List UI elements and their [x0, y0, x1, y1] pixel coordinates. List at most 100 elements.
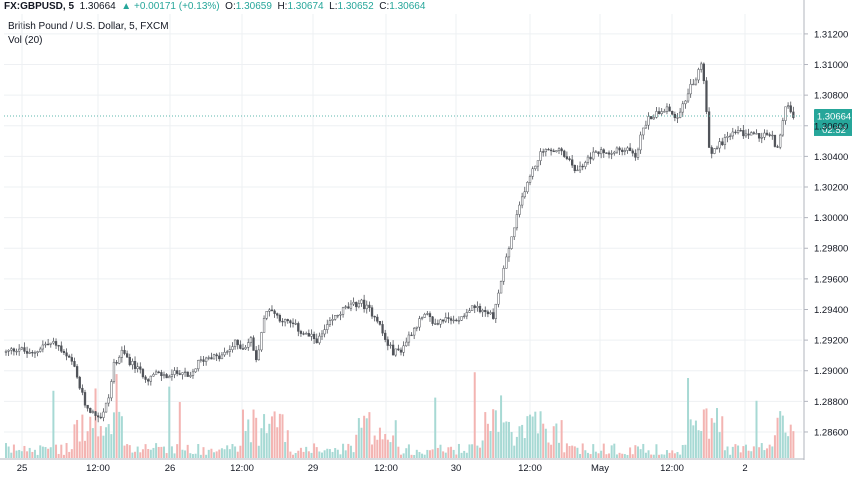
- candle-body: [236, 339, 239, 346]
- volume-bar: [197, 444, 200, 458]
- volume-bar: [384, 434, 387, 458]
- candle-body: [233, 339, 237, 347]
- candle-body: [391, 344, 395, 356]
- candle-body: [112, 361, 116, 382]
- candle-body: [389, 344, 392, 347]
- volume-bar: [679, 454, 682, 458]
- y-tick-label: 1.30600: [814, 121, 848, 132]
- volume-bar: [39, 445, 42, 458]
- candle-body: [444, 317, 447, 322]
- candle-body: [736, 130, 740, 133]
- candle-body: [518, 204, 521, 215]
- countdown-badge: 02:52: [822, 125, 846, 136]
- volume-bar: [515, 436, 518, 458]
- candle-body: [139, 366, 142, 370]
- candle-body: [328, 320, 332, 325]
- volume-bar: [465, 452, 468, 458]
- volume-bar: [62, 454, 65, 458]
- candle-body: [326, 324, 329, 330]
- x-tick-label: 12:00: [660, 463, 684, 474]
- candle-body: [110, 381, 113, 399]
- volume-bar: [642, 443, 645, 458]
- volume-bar: [286, 430, 289, 458]
- candle-body: [673, 113, 677, 119]
- volume-bar: [152, 447, 155, 458]
- volume-bar: [136, 446, 139, 458]
- volume-bar: [191, 454, 194, 458]
- candle-body: [560, 148, 563, 152]
- countdown-badge-bg: [814, 122, 852, 136]
- volume-bar: [215, 451, 218, 458]
- candle-body: [7, 349, 10, 352]
- x-tick-label: 12:00: [86, 463, 110, 474]
- candle-body: [220, 354, 224, 360]
- candle-body: [413, 327, 416, 336]
- symbol-name[interactable]: FX:GBPUSD, 5: [4, 1, 75, 12]
- candle-body: [497, 292, 500, 305]
- candle-body: [655, 111, 658, 118]
- volume-bar: [450, 446, 453, 458]
- volume-bar: [544, 428, 547, 458]
- candle-body: [542, 151, 545, 153]
- candle-body: [779, 134, 782, 148]
- volume-bar: [134, 451, 137, 458]
- candle-body: [576, 169, 579, 172]
- volume-bar: [386, 439, 389, 458]
- candle-body: [228, 349, 231, 352]
- volume-bar: [489, 431, 492, 458]
- candle-body: [439, 319, 442, 325]
- volume-bar: [407, 444, 410, 458]
- volume-bar: [36, 454, 39, 458]
- volume-bar: [713, 422, 716, 458]
- candle-body: [252, 337, 255, 351]
- candle-body: [60, 345, 63, 352]
- volume-bar: [207, 449, 210, 458]
- x-tick-label: 12:00: [518, 463, 542, 474]
- volume-bar: [771, 446, 774, 458]
- volume-bar: [644, 452, 647, 458]
- volume-bar: [763, 450, 766, 458]
- volume-bar: [565, 443, 568, 458]
- volume-bar: [413, 454, 416, 458]
- candle-body: [28, 351, 31, 354]
- candle-body: [176, 370, 179, 374]
- candle-body: [289, 320, 292, 324]
- volume-bar: [328, 449, 331, 458]
- candle-body: [4, 351, 8, 353]
- x-tick-label: 26: [165, 463, 176, 474]
- candle-body: [742, 130, 745, 137]
- last-price-line: 1.30664 02:52: [4, 108, 852, 136]
- volume-bar: [568, 446, 571, 458]
- candle-body: [665, 106, 669, 112]
- chart-title: British Pound / U.S. Dollar, 5, FXCM: [8, 21, 169, 32]
- volume-bar: [107, 424, 110, 458]
- volume-bar: [558, 442, 560, 458]
- candle-body: [773, 134, 777, 147]
- volume-bar: [581, 443, 584, 458]
- volume-bar: [637, 446, 639, 458]
- volume-indicator-label[interactable]: Vol (20): [8, 35, 43, 46]
- candle-body: [33, 352, 37, 354]
- candle-body: [771, 134, 774, 137]
- candle-body: [281, 320, 284, 323]
- open-value: 1.30659: [235, 1, 272, 12]
- candle-body: [255, 350, 258, 361]
- candle-body: [531, 168, 534, 177]
- volume-bar: [718, 432, 721, 458]
- candle-body: [257, 349, 260, 361]
- candle-body: [339, 314, 342, 316]
- candle-body: [581, 165, 584, 168]
- candle-body: [10, 348, 13, 351]
- candle-body: [784, 106, 787, 121]
- volume-bar: [452, 449, 455, 458]
- candle-body: [97, 415, 100, 418]
- volume-bar: [123, 445, 126, 458]
- candle-body: [104, 402, 108, 413]
- volume-bar: [436, 447, 439, 458]
- volume-bar: [263, 414, 266, 458]
- volume-bar: [400, 454, 402, 458]
- candle-body: [355, 301, 358, 308]
- volume-bar: [700, 431, 703, 458]
